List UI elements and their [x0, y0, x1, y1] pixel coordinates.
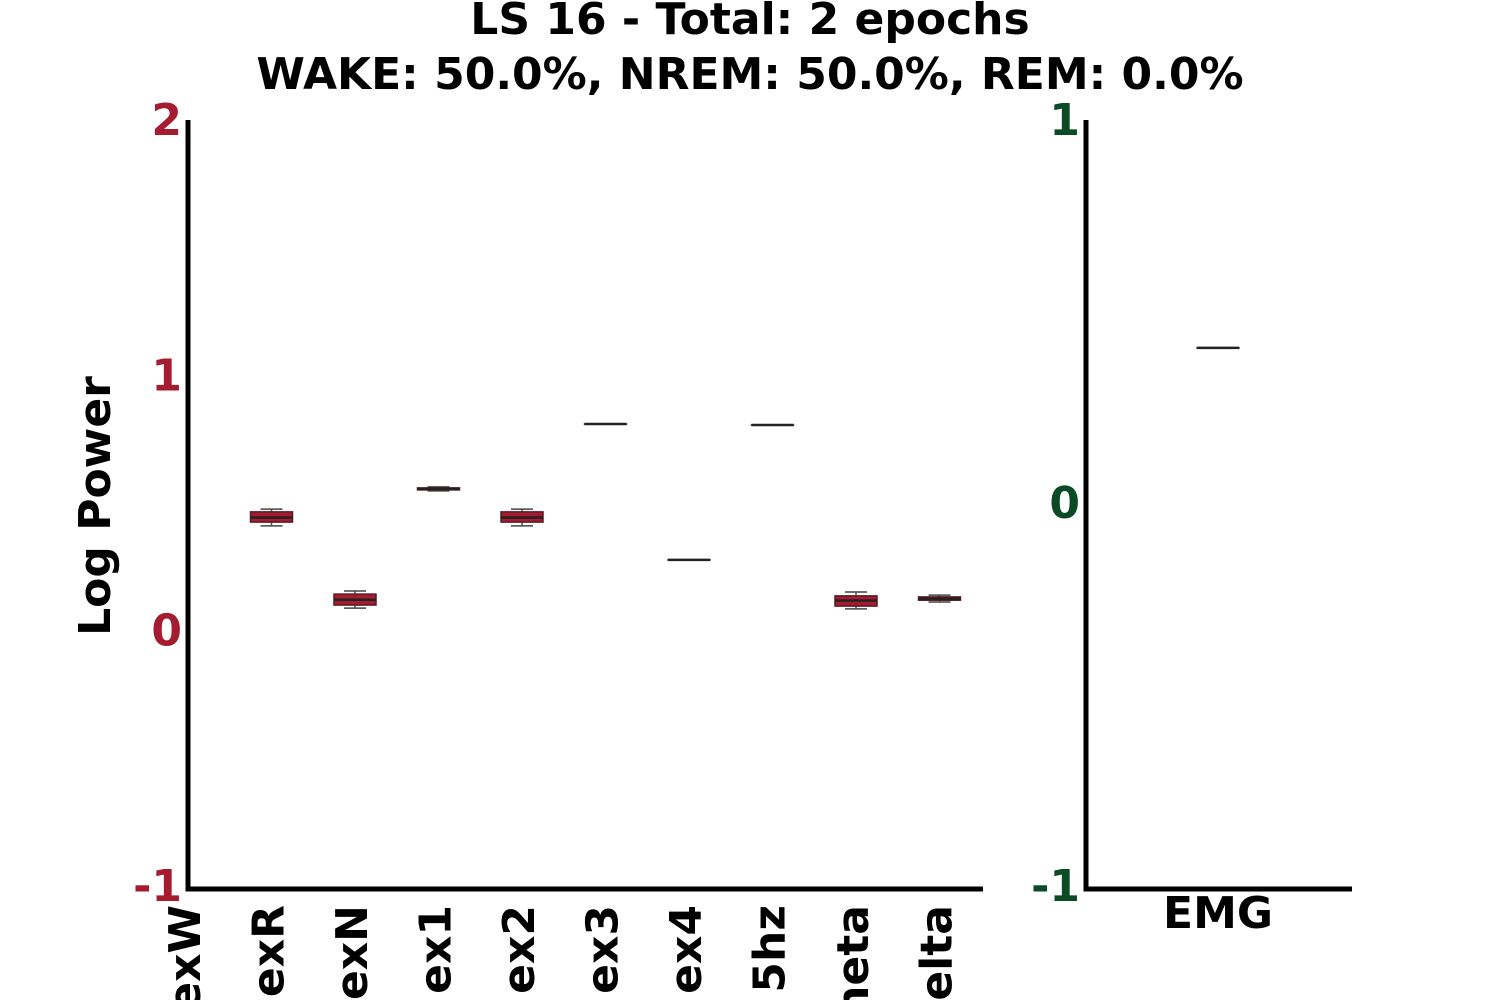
y-tick-label: -1	[133, 861, 182, 912]
x-tick-label: exW	[160, 905, 211, 1000]
x-tick-label: neta	[828, 905, 879, 1000]
y-tick-label: 2	[151, 95, 182, 146]
x-tick-label: ex2	[494, 905, 545, 994]
x-tick-label: EMG	[1163, 888, 1273, 939]
x-tick-label: exR	[244, 905, 295, 997]
y-tick-label: 1	[1049, 95, 1080, 146]
y-tick-label: 0	[1049, 478, 1080, 529]
y-tick-label: 1	[151, 350, 182, 401]
x-tick-label: ex3	[578, 905, 629, 994]
y-axis-label: Log Power	[70, 376, 121, 636]
x-tick-label: ex4	[661, 905, 712, 994]
chart-subtitle: WAKE: 50.0%, NREM: 50.0%, REM: 0.0%	[256, 49, 1243, 100]
chart-title: LS 16 - Total: 2 epochs	[470, 0, 1029, 45]
x-tick-label: ex1	[411, 905, 462, 994]
y-tick-label: -1	[1031, 861, 1080, 912]
x-tick-label: exN	[327, 905, 378, 1000]
x-tick-label: elta	[912, 905, 963, 1000]
x-tick-label: 5hz	[745, 905, 796, 993]
y-tick-label: 0	[151, 606, 182, 657]
